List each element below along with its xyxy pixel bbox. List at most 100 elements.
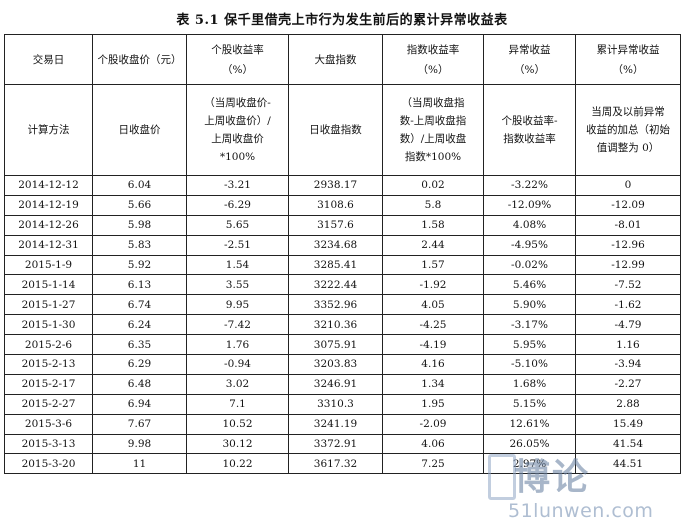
table-cell: 1.34 <box>382 373 484 395</box>
table-cell: 1.16 <box>575 334 681 356</box>
table-cell: 5.66 <box>92 194 187 216</box>
method-cell-text: 收益的加总（初始 <box>586 124 670 136</box>
table-cell: 6.48 <box>92 373 187 395</box>
method-cell-text: （当周收盘指 <box>401 97 465 109</box>
table-cell: 3222.44 <box>288 274 383 296</box>
table-cell: 10.52 <box>186 413 289 435</box>
table-cell: 12.61% <box>483 413 576 435</box>
table-row: 2015-3-13 9.98 30.12 3372.91 4.06 26.05% 41.54 <box>4 433 681 455</box>
table-cell: 4.16 <box>382 354 484 375</box>
table-cell: 5.90% <box>483 294 576 316</box>
table-cell: 2015-2-17 <box>4 373 93 395</box>
column-header-text: 个股收盘价（元） <box>97 53 182 66</box>
table-cell: 5.46% <box>483 274 576 296</box>
table-cell: 5.98 <box>92 214 187 236</box>
table-cell: 0 <box>575 175 681 196</box>
table-cell: 2.97% <box>483 453 576 475</box>
table-cell: 2015-3-20 <box>4 453 93 475</box>
method-cell-text: 指数收益率 <box>503 133 556 145</box>
table-cell: 6.04 <box>92 175 187 196</box>
table-cell: -3.21 <box>186 175 289 196</box>
method-cell: 计算方法 <box>4 84 93 176</box>
table-cell: 2015-1-30 <box>4 314 93 336</box>
table-cell: 2015-3-6 <box>4 413 93 435</box>
table-cell: 44.51 <box>575 453 681 475</box>
column-header: 累计异常收益 （%） <box>575 34 681 85</box>
table-cell: 0.02 <box>382 175 484 196</box>
table-cell: 2015-1-27 <box>4 294 93 316</box>
table-row: 2015-1-30 6.24 -7.42 3210.36 -4.25 -3.17% -4.7… <box>4 314 681 336</box>
table-cell: 3203.83 <box>288 354 383 375</box>
table-cell: 3372.91 <box>288 433 383 455</box>
table-cell: 30.12 <box>186 433 289 455</box>
method-cell: 个股收益率- 指数收益率 <box>483 84 576 176</box>
table-cell: -8.01 <box>575 214 681 236</box>
table-cell: -4.95% <box>483 234 576 256</box>
table-cell: 6.29 <box>92 354 187 375</box>
table-cell: 2015-2-27 <box>4 393 93 415</box>
table-cell: 6.94 <box>92 393 187 415</box>
table-cell: 1.68% <box>483 373 576 395</box>
table-cell: 41.54 <box>575 433 681 455</box>
column-header-text: 大盘指数 <box>314 53 357 66</box>
table-cell: 3617.32 <box>288 453 383 475</box>
table-cell: 6.24 <box>92 314 187 336</box>
column-header-text: 交易日 <box>32 53 65 66</box>
table-cell: 7.25 <box>382 453 484 475</box>
table-cell: 2.44 <box>382 234 484 256</box>
table-cell: 2015-1-9 <box>4 254 93 276</box>
method-cell-text: 日收盘价 <box>118 124 161 136</box>
method-cell-text: *100% <box>219 151 256 163</box>
table-cell: -1.62 <box>575 294 681 316</box>
table-cell: 7.67 <box>92 413 187 435</box>
table-cell: -3.94 <box>575 354 681 375</box>
table-cell: 2015-2-13 <box>4 354 93 375</box>
table-cell: 5.83 <box>92 234 187 256</box>
table-cell: 3.02 <box>186 373 289 395</box>
table-cell: 2014-12-12 <box>4 175 93 196</box>
table-cell: -12.09 <box>575 194 681 216</box>
method-cell: 日收盘价 <box>92 84 187 176</box>
table-body: 2014-12-12 6.04 -3.21 2938.17 0.02 -3.22% 0 201… <box>4 175 681 475</box>
table-row: 2015-2-17 6.48 3.02 3246.91 1.34 1.68% -2.27 <box>4 373 681 395</box>
table-cell: 5.92 <box>92 254 187 276</box>
table-cell: -12.09% <box>483 194 576 216</box>
table-cell: 3.55 <box>186 274 289 296</box>
table-cell: 5.15% <box>483 393 576 415</box>
column-header-text: （%） <box>612 63 644 76</box>
method-cell: （当周收盘指 数-上周收盘指 数）/上周收盘 指数*100% <box>382 84 484 176</box>
method-cell-text: 日收盘指数 <box>309 124 362 136</box>
table-cell: 1.95 <box>382 393 484 415</box>
table-cell: -6.29 <box>186 194 289 216</box>
method-cell: 日收盘指数 <box>288 84 383 176</box>
table-cell: 3285.41 <box>288 254 383 276</box>
table-cell: -3.17% <box>483 314 576 336</box>
table-cell: 3234.68 <box>288 234 383 256</box>
table-cell: 11 <box>92 453 187 475</box>
table-row: 2015-1-14 6.13 3.55 3222.44 -1.92 5.46% -7.52 <box>4 274 681 296</box>
table-row: 2014-12-19 5.66 -6.29 3108.6 5.8 -12.09% -12.0… <box>4 194 681 216</box>
table-cell: -2.27 <box>575 373 681 395</box>
table-cell: 7.1 <box>186 393 289 415</box>
table-cell: 2015-3-13 <box>4 433 93 455</box>
column-header: 交易日 <box>4 34 93 85</box>
method-cell-text: 计算方法 <box>27 124 70 136</box>
table-cell: -12.96 <box>575 234 681 256</box>
method-row: 计算方法 日收盘价 （当周收盘价- 上周收盘价）/ 上周收盘价 *100% 日收盘指数 （当周… <box>4 84 681 176</box>
table-cell: 1.57 <box>382 254 484 276</box>
table-cell: 6.74 <box>92 294 187 316</box>
table-title: 表 5.1 保千里借壳上市行为发生前后的累计异常收益表 <box>176 13 508 28</box>
table-cell: 9.95 <box>186 294 289 316</box>
table-cell: 1.76 <box>186 334 289 356</box>
table-cell: 3075.91 <box>288 334 383 356</box>
method-cell-text: （当周收盘价- <box>204 97 271 109</box>
column-header-text: 异常收益 <box>508 43 551 56</box>
table-cell: -4.25 <box>382 314 484 336</box>
table-cell: 4.05 <box>382 294 484 316</box>
table-cell: 9.98 <box>92 433 187 455</box>
table-cell: 26.05% <box>483 433 576 455</box>
header-row: 交易日 个股收盘价（元） 个股收益率 （%） 大盘指数 指数收益率 （%） 异常收益 （%） 累计… <box>4 34 681 85</box>
table-row: 2015-2-13 6.29 -0.94 3203.83 4.16 -5.10% -3.94 <box>4 354 681 375</box>
table-row: 2014-12-26 5.98 5.65 3157.6 1.58 4.08% -8.01 <box>4 214 681 236</box>
table-cell: 3352.96 <box>288 294 383 316</box>
